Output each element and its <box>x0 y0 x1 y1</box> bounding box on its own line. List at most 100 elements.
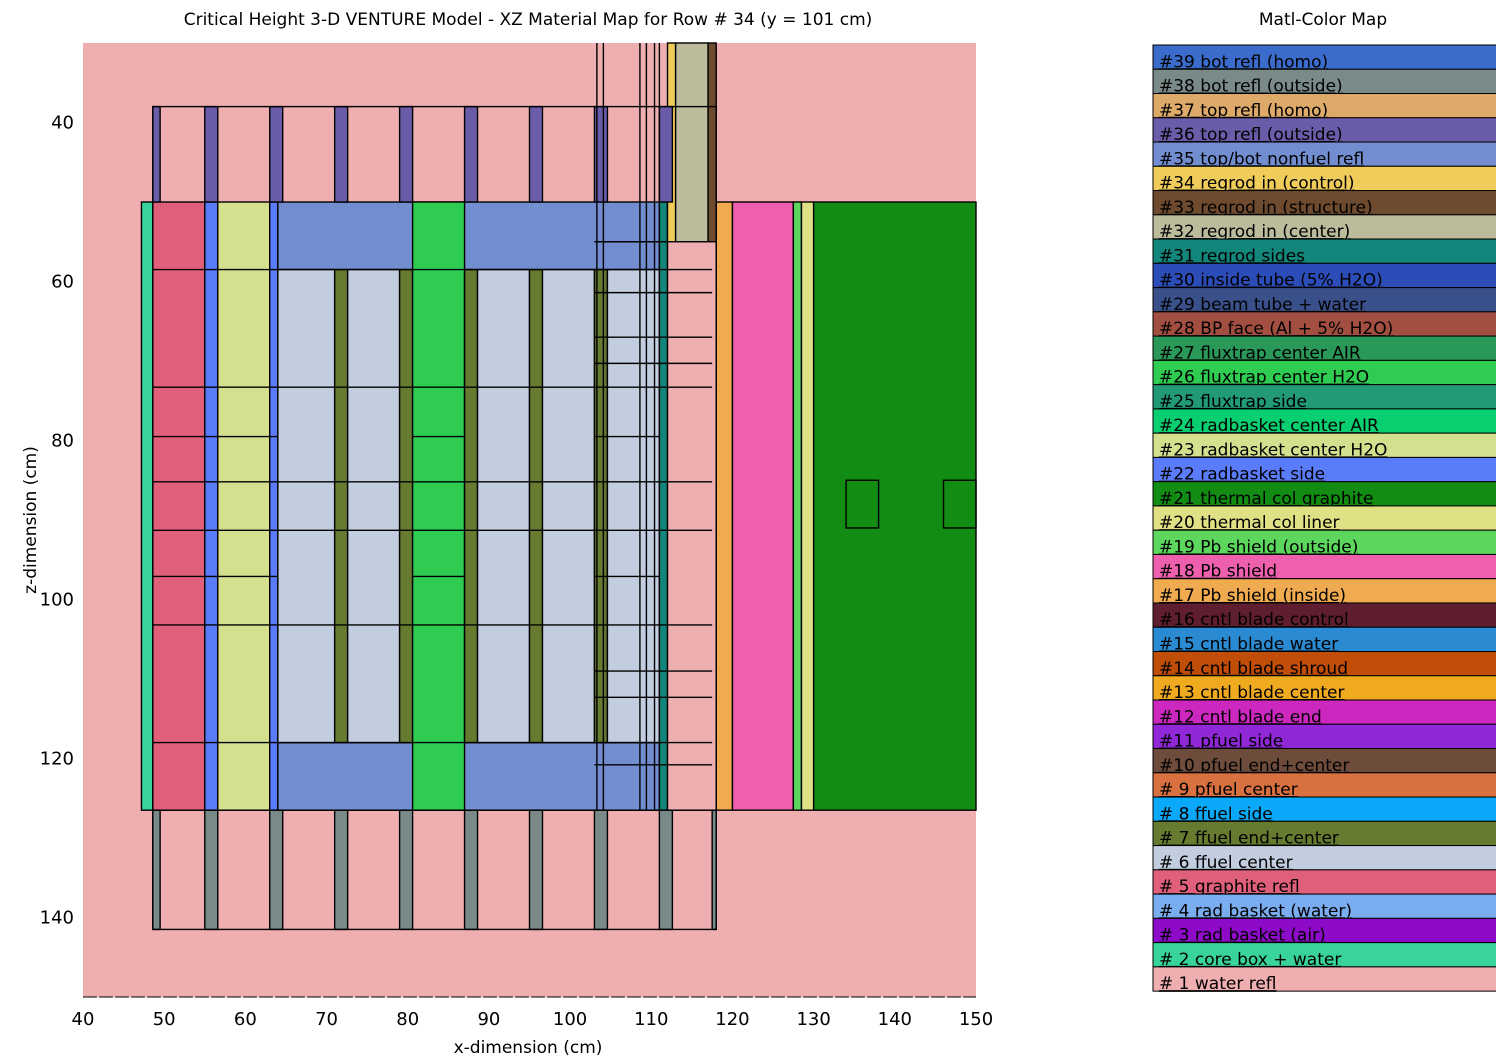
legend-swatch <box>1152 772 1496 798</box>
legend-label: #12 cntl blade end <box>1159 707 1322 727</box>
legend-swatch <box>1152 214 1496 240</box>
legend-label: #35 top/bot nonfuel refl <box>1159 149 1364 169</box>
plot-area <box>83 42 977 998</box>
y-tick-label: 100 <box>40 590 74 611</box>
y-tick-label: 140 <box>40 908 74 929</box>
legend-label: #36 top refl (outside) <box>1159 125 1343 145</box>
y-axis-label: z-dimension (cm) <box>21 446 41 594</box>
material-region-38 <box>463 809 479 931</box>
material-region-7 <box>528 268 544 744</box>
legend-swatch <box>1152 287 1496 313</box>
material-region-35 <box>277 201 661 271</box>
legend-label: # 4 rad basket (water) <box>1159 901 1352 921</box>
legend-swatch <box>1152 845 1496 871</box>
legend-swatch <box>1152 529 1496 555</box>
legend-swatch <box>1152 432 1496 458</box>
x-tick-label: 130 <box>796 1009 830 1030</box>
legend-label: #24 radbasket center AIR <box>1159 416 1379 436</box>
legend-swatch <box>1152 481 1496 507</box>
legend-label: #27 fluxtrap center AIR <box>1159 343 1361 363</box>
material-region-2 <box>140 201 154 811</box>
y-axis-ticks: 40 60 80 100 120 140 <box>40 113 74 929</box>
legend-label: # 1 water refl <box>1159 974 1277 994</box>
legend-swatch <box>1152 578 1496 604</box>
legend-label: #15 cntl blade water <box>1159 635 1338 655</box>
material-region-32 <box>674 42 709 243</box>
legend-label: #39 bot refl (homo) <box>1159 52 1328 72</box>
material-region-5 <box>152 201 206 811</box>
legend-label: #17 Pb shield (inside) <box>1159 586 1346 606</box>
legend-label: # 3 rad basket (air) <box>1159 926 1326 946</box>
legend-swatch <box>1152 796 1496 822</box>
material-region-36 <box>204 105 219 203</box>
material-region-38 <box>152 809 161 931</box>
material-region-38 <box>658 809 674 931</box>
x-tick-label: 90 <box>477 1009 500 1030</box>
y-tick-label: 120 <box>40 749 74 770</box>
legend-label: #16 cntl blade control <box>1159 610 1349 630</box>
material-region-35 <box>277 741 661 811</box>
legend-label: # 2 core box + water <box>1159 950 1341 970</box>
legend-swatch <box>1152 117 1496 143</box>
legend-label: #31 regrod sides <box>1159 246 1305 266</box>
material-region-36 <box>333 105 349 203</box>
legend-label: #28 BP face (Al + 5% H2O) <box>1159 319 1393 339</box>
x-tick-label: 70 <box>315 1009 338 1030</box>
material-region-36 <box>269 105 284 203</box>
legend-swatch <box>1152 505 1496 531</box>
material-region-1 <box>666 201 717 811</box>
material-region-21 <box>812 201 977 811</box>
material-region-38 <box>398 809 414 931</box>
material-region-6 <box>346 268 401 744</box>
legend-swatch <box>1152 311 1496 337</box>
material-region-18 <box>731 201 795 811</box>
material-region-26 <box>411 201 466 811</box>
legend-swatch <box>1152 238 1496 264</box>
y-tick-label: 40 <box>51 113 74 134</box>
legend-swatch <box>1152 942 1496 968</box>
legend-label: # 8 ffuel side <box>1159 804 1273 824</box>
legend-label: #20 thermal col liner <box>1159 513 1340 533</box>
material-region-22 <box>269 201 279 811</box>
legend-swatch <box>1152 820 1496 847</box>
legend-swatch <box>1152 966 1496 992</box>
legend-swatch <box>1152 699 1496 725</box>
x-tick-label: 80 <box>396 1009 419 1030</box>
material-region-20 <box>800 201 815 811</box>
legend-swatch <box>1152 262 1496 289</box>
legend-label: # 9 pfuel center <box>1159 780 1298 800</box>
legend-title: Matl-Color Map <box>1259 10 1387 30</box>
legend-label: #38 bot refl (outside) <box>1159 77 1343 97</box>
x-tick-label: 120 <box>715 1009 749 1030</box>
x-tick-label: 150 <box>959 1009 993 1030</box>
legend-label: #22 radbasket side <box>1159 465 1325 485</box>
legend-label: #13 cntl blade center <box>1159 683 1344 703</box>
y-tick-label: 60 <box>51 272 74 293</box>
legend-label: #37 top refl (homo) <box>1159 101 1328 121</box>
material-region-36 <box>658 105 674 203</box>
x-tick-label: 50 <box>153 1009 176 1030</box>
legend-label: #19 Pb shield (outside) <box>1159 537 1358 557</box>
x-tick-label: 140 <box>878 1009 912 1030</box>
legend-label: #32 regrod in (center) <box>1159 222 1350 242</box>
x-tick-label: 40 <box>72 1009 95 1030</box>
material-region-38 <box>333 809 349 931</box>
mesh-lines <box>152 43 713 811</box>
legend-swatch <box>1152 651 1496 677</box>
legend-swatch <box>1152 190 1496 216</box>
x-tick-label: 60 <box>234 1009 257 1030</box>
material-region-7 <box>398 268 414 744</box>
chart-title: Critical Height 3-D VENTURE Model - XZ M… <box>184 10 873 30</box>
material-region-6 <box>476 268 531 744</box>
legend-label: #10 pfuel end+center <box>1159 756 1349 776</box>
material-region-23 <box>217 201 271 811</box>
legend-label: # 6 ffuel center <box>1159 853 1293 873</box>
legend-label: #30 inside tube (5% H2O) <box>1159 271 1383 291</box>
material-region-22 <box>204 201 219 811</box>
material-region-38 <box>269 809 284 931</box>
legend-swatch <box>1152 93 1496 119</box>
outline-rect <box>152 105 717 931</box>
legend-swatch <box>1152 748 1496 774</box>
x-axis-label: x-dimension (cm) <box>454 1038 603 1058</box>
legend-label: #25 fluxtrap side <box>1159 392 1307 412</box>
